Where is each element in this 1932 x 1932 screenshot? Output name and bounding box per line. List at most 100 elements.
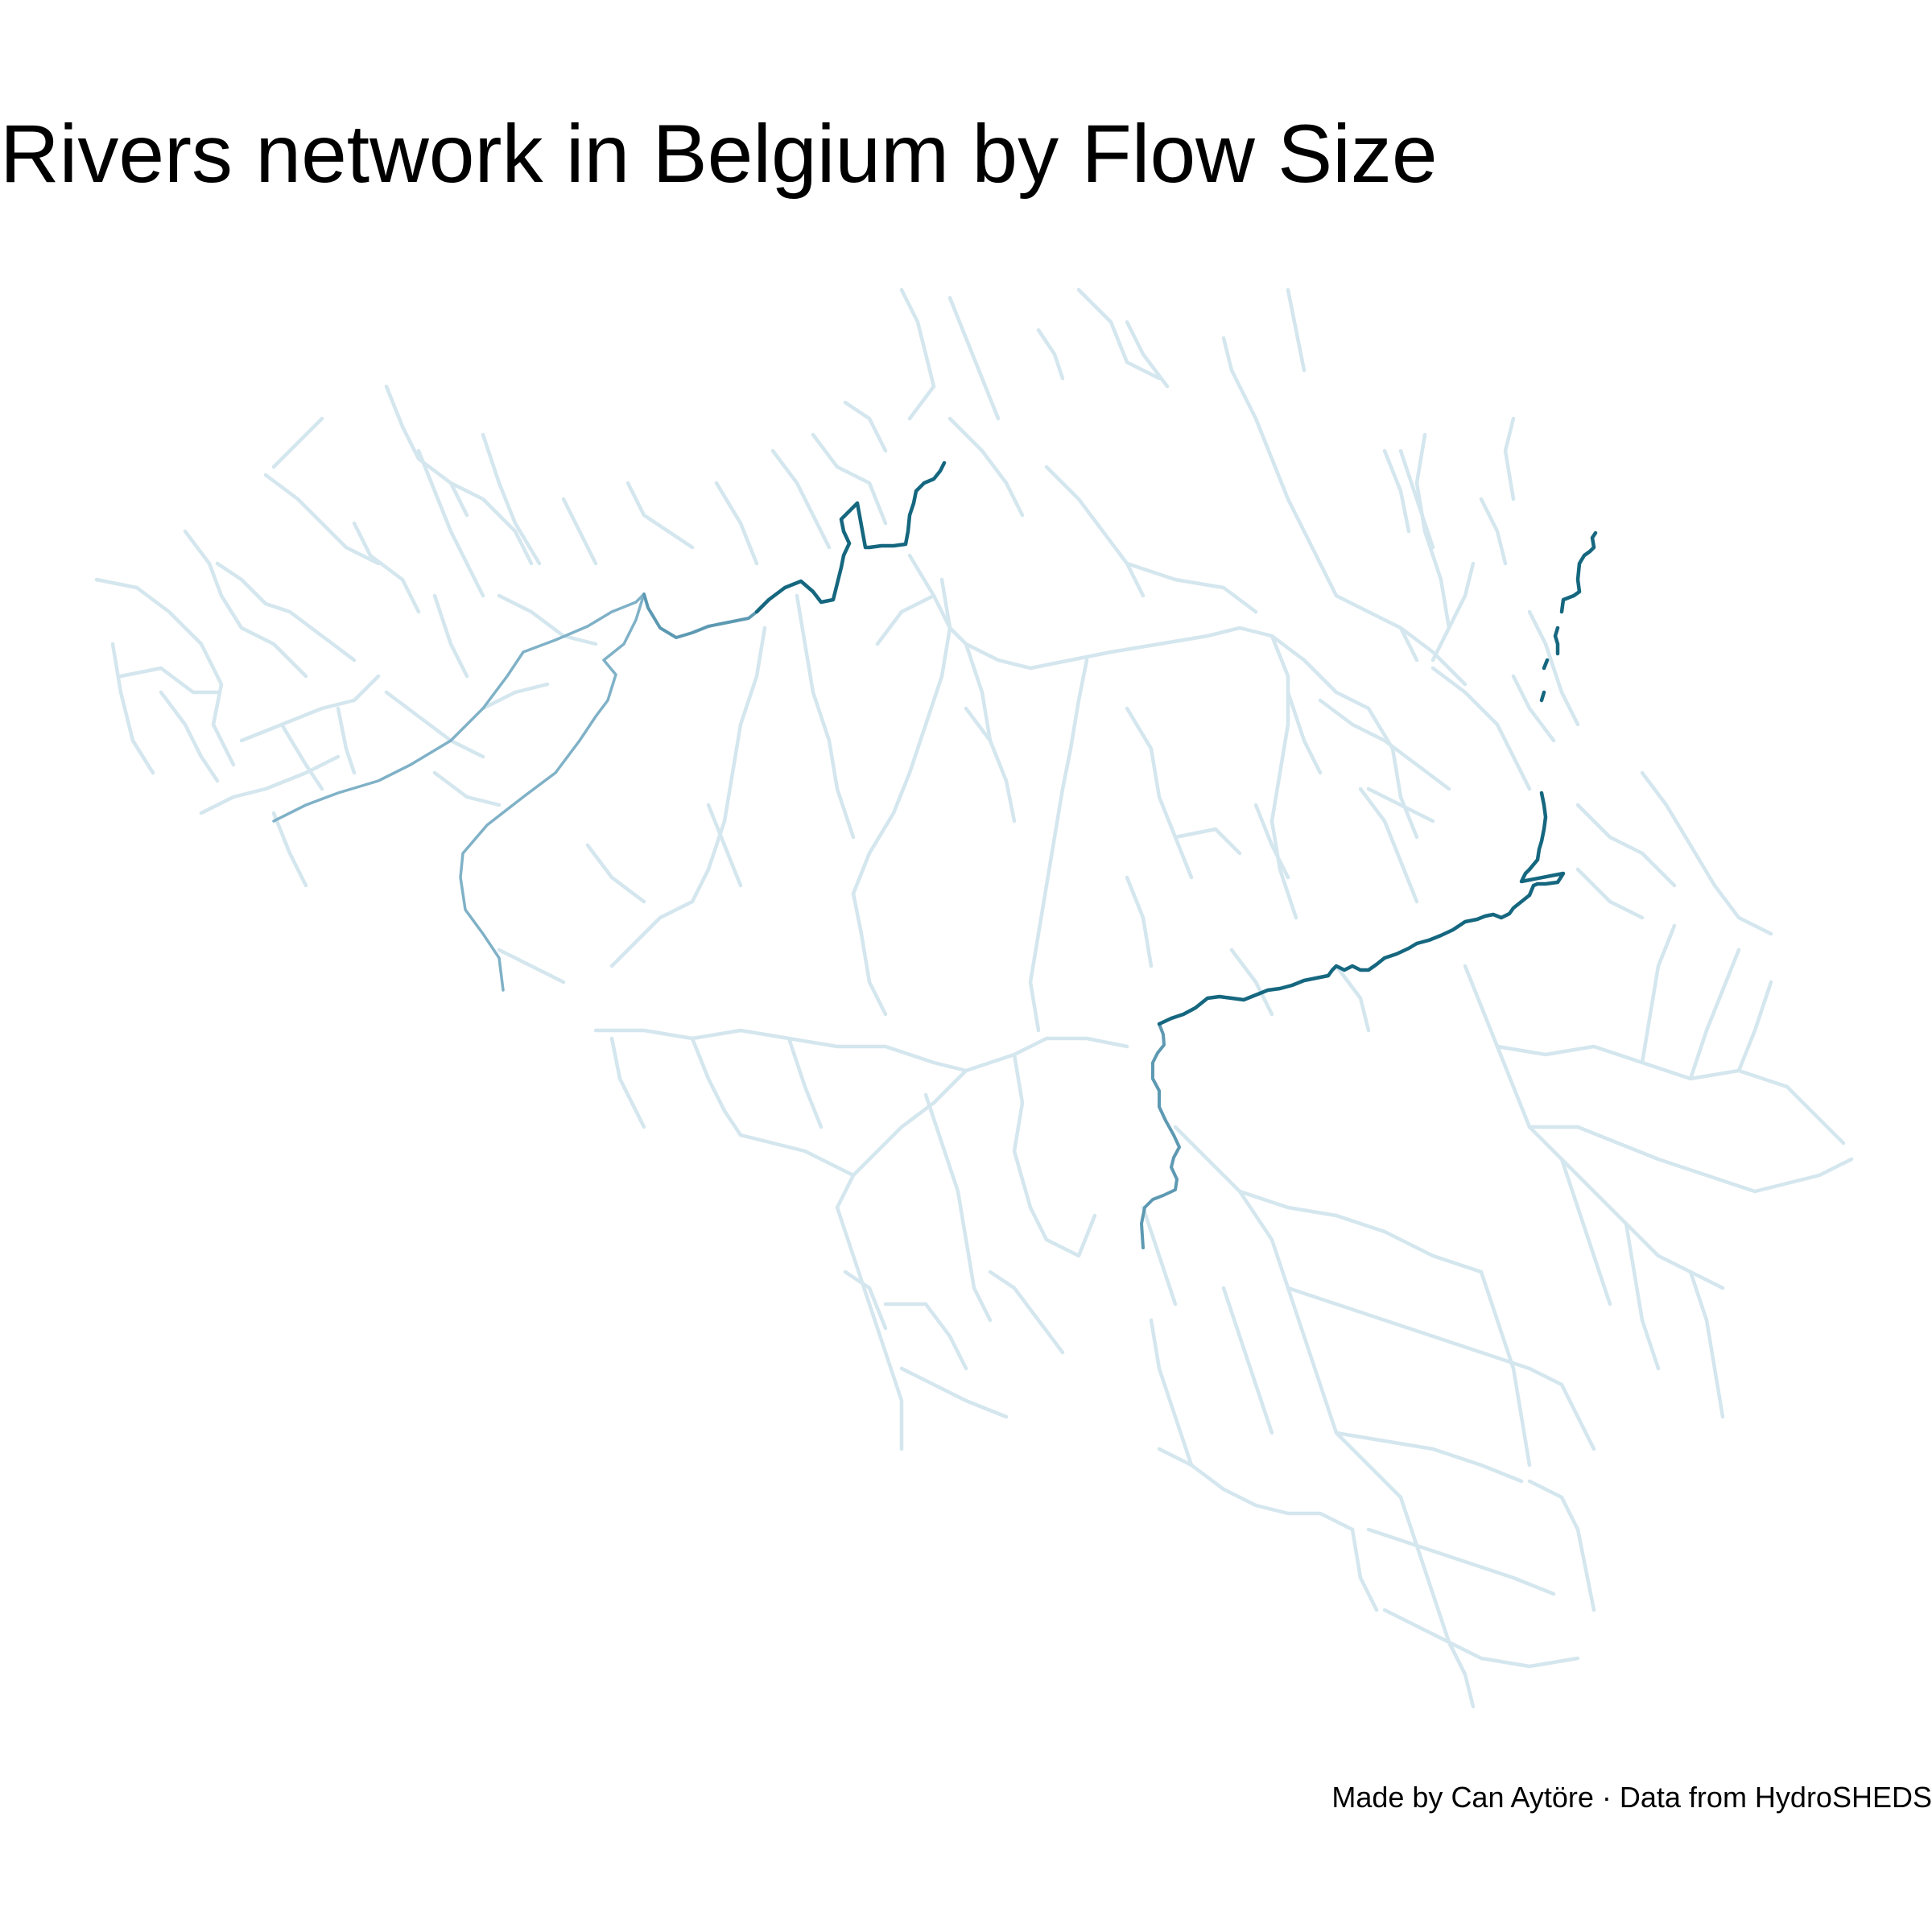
river-segment <box>384 384 469 518</box>
river-segment <box>1398 448 1435 550</box>
river-segment <box>110 642 155 775</box>
river-segment <box>1286 1286 1532 1371</box>
river-segment <box>159 690 220 783</box>
river-segment <box>497 593 598 646</box>
river-segment <box>1575 867 1645 920</box>
river-segment <box>786 1036 824 1129</box>
river-segment <box>561 497 598 566</box>
river-segment <box>1036 328 1065 381</box>
river-segment <box>964 706 1017 824</box>
river-segment <box>1640 770 1693 848</box>
river-segment <box>1430 561 1476 663</box>
river-segment <box>1688 843 1773 936</box>
river-segment <box>907 553 1033 671</box>
river-segment <box>988 1269 1065 1355</box>
river-segment <box>690 1036 743 1137</box>
river-segment <box>481 432 542 566</box>
river-segment <box>1527 1479 1596 1612</box>
river-segment <box>883 1302 968 1371</box>
river-segment <box>199 754 341 815</box>
river-segment <box>1350 1527 1379 1612</box>
river-segment <box>1624 1221 1661 1371</box>
sambre-meuse-main-stem-layer <box>642 592 1181 1249</box>
river-segment <box>843 1269 888 1331</box>
river-segment <box>1527 1125 1757 1194</box>
river-segment <box>835 1205 904 1451</box>
river-segment <box>1382 448 1411 534</box>
river-segment <box>1141 1205 1178 1307</box>
river-segment <box>94 577 236 767</box>
river-segment <box>183 529 308 679</box>
river-segment <box>1028 625 1371 711</box>
river-segment <box>1366 786 1435 824</box>
river-segment <box>1688 947 1741 1081</box>
river-segment <box>1366 1527 1556 1596</box>
river-segment <box>947 295 1001 421</box>
meuse-northeast-border-layer <box>754 460 1598 1026</box>
river-segment <box>1398 625 1468 687</box>
river-segment <box>271 416 324 469</box>
river-segment <box>609 899 695 968</box>
river-segment <box>875 593 936 646</box>
river-segment <box>1430 666 1532 791</box>
river-segment <box>738 1133 856 1178</box>
river-segment <box>1479 497 1508 566</box>
river-segment <box>1318 698 1451 791</box>
river-segment <box>1125 561 1258 614</box>
river-segment <box>1221 1286 1274 1435</box>
river-segment <box>1229 947 1274 1017</box>
river-segment <box>1286 690 1323 775</box>
scheldt-lys-main-stem-layer <box>272 592 646 992</box>
river-segment <box>1221 336 1307 534</box>
map-caption: Made by Can Aytöre · Data from HydroSHED… <box>1331 1781 1932 1814</box>
river-segment <box>384 690 485 759</box>
river-segment <box>1752 1157 1854 1194</box>
river-segment <box>714 481 759 566</box>
river-segment <box>851 891 888 1017</box>
river-segment <box>843 400 888 453</box>
river-segment-scheldt <box>459 592 646 992</box>
river-segment <box>1028 658 1089 1033</box>
river-segment <box>625 481 695 550</box>
river-segment <box>1382 1608 1580 1669</box>
river-segment <box>795 593 856 840</box>
river-segment-meuse-middle <box>1157 893 1532 1026</box>
river-segment <box>1076 287 1162 381</box>
river-segment <box>1414 432 1451 630</box>
map-title: Rivers network in Belgium by Flow Size <box>0 108 1438 200</box>
river-segment <box>1640 923 1677 1065</box>
river-segment-meuse-upper <box>1140 1022 1181 1249</box>
river-segment <box>1503 416 1516 502</box>
river-segment <box>1237 1189 1484 1274</box>
river-segment <box>923 1092 993 1323</box>
river-segment <box>1125 875 1154 968</box>
river-segment <box>497 947 566 985</box>
river-segment-lys <box>272 592 646 823</box>
river-segment <box>279 722 324 791</box>
river-segment <box>1149 1318 1194 1468</box>
river-segment <box>1527 1366 1596 1451</box>
river-segment <box>1253 803 1290 880</box>
river-segment <box>448 481 534 566</box>
river-segment <box>899 1366 1009 1419</box>
river-segment <box>899 287 936 421</box>
river-segment <box>1559 1157 1612 1307</box>
river-segment <box>706 803 743 888</box>
river-segment <box>1334 1430 1524 1484</box>
river-segment <box>271 811 308 888</box>
river-segment <box>1447 1640 1476 1709</box>
river-segment <box>1736 980 1773 1073</box>
river-segment <box>416 448 485 598</box>
river-segment <box>1334 964 1371 1033</box>
river-segment <box>432 593 469 679</box>
river-segment <box>118 666 220 695</box>
river-segment <box>1125 706 1194 880</box>
river-segment <box>609 1036 646 1129</box>
river-segment <box>770 448 832 550</box>
river-segment <box>690 625 767 904</box>
river-segment <box>239 674 381 743</box>
river-segment <box>1286 287 1307 373</box>
river-segment <box>1358 786 1419 904</box>
